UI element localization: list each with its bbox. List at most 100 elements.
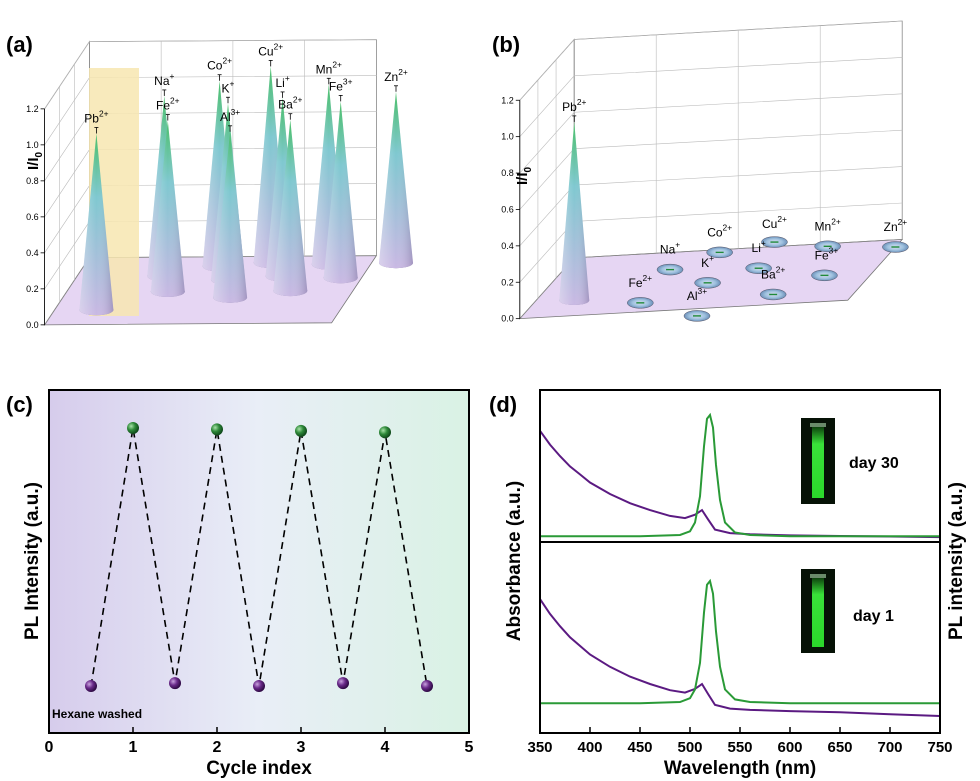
plot-frame-c <box>48 389 470 734</box>
x-tick-label: 5 <box>465 739 474 756</box>
panel-c: (c) 0 1 2 3 4 5 Hexane washed Cycle index PL … <box>6 389 474 779</box>
y-axis-label-b: I/I0 <box>514 166 534 185</box>
y-axis-label-right-d: PL intensity (a.u.) <box>946 482 967 640</box>
label-cone-lip: Li+ <box>275 73 289 90</box>
y-tick-label: 0.0 <box>501 314 514 324</box>
x-tick-label: 3 <box>297 739 306 756</box>
y-axis-label-left-d: Absorbance (a.u.) <box>504 481 525 641</box>
y-ticks-b: 0.0 0.2 0.4 0.6 0.8 1.0 1.2 <box>501 95 521 324</box>
cuvette-photo-day30 <box>801 418 835 504</box>
label-cone-co2p: Co2+ <box>207 56 232 73</box>
cone-al3p-shade <box>213 131 248 303</box>
x-axis-label-c: Cycle index <box>206 758 312 779</box>
x-tick-label: 700 <box>877 739 902 756</box>
spectra-d <box>539 412 941 717</box>
x-tick-label: 750 <box>927 739 952 756</box>
x-ticks-d: 350 400 450 500 550 600 650 700 750 <box>527 727 953 756</box>
panel-label-d: (d) <box>489 392 517 417</box>
pl-line-0 <box>540 412 940 538</box>
point-restored-3 <box>211 423 223 436</box>
cuvette-photo-day1 <box>801 569 835 653</box>
point-restored-1 <box>127 422 139 434</box>
label-cone-ba2p: Ba2+ <box>761 264 785 281</box>
label-cone-zn2p: Zn2+ <box>884 217 908 234</box>
panel-label-a: (a) <box>6 32 33 57</box>
y-tick-label: 0.6 <box>26 212 39 222</box>
label-cone-nap: Na+ <box>660 240 680 257</box>
cone-fe2p-shade <box>150 120 185 298</box>
label-cone-fe2p: Fe2+ <box>156 96 180 113</box>
label-day30: day 30 <box>849 455 899 472</box>
y-tick-label: 0.4 <box>501 241 514 251</box>
label-cone-mn2p: Mn2+ <box>815 216 841 233</box>
x-tick-label: 450 <box>627 739 652 756</box>
cone-pb2p-shade <box>79 133 114 316</box>
y-tick-label: 0.2 <box>501 277 514 287</box>
cone-fe3p-shade <box>323 101 358 284</box>
label-cone-fe3p: Fe3+ <box>329 76 353 93</box>
cone-zn2p-shade <box>379 91 413 269</box>
gridline <box>519 20 903 101</box>
point-restored-7 <box>379 426 391 439</box>
x-tick-label: 400 <box>577 739 602 756</box>
cone-pb2p-shade <box>559 121 590 306</box>
x-tick-label: 500 <box>677 739 702 756</box>
y-tick-label: 1.0 <box>501 132 514 142</box>
label-cone-pb2p: Pb2+ <box>84 108 108 125</box>
y-tick-label: 0.0 <box>26 320 39 330</box>
label-cone-al3p: Al3+ <box>687 286 707 303</box>
label-cone-mn2p: Mn2+ <box>316 59 342 76</box>
y-tick-label: 0.2 <box>26 284 39 294</box>
panel-a: (a) 0.0 0.2 0.4 0.6 0.8 1.0 1.2 I/I0 Cu2+ Zn2+ M… <box>6 32 413 330</box>
x-tick-label: 600 <box>777 739 802 756</box>
point-washed-6 <box>337 677 349 690</box>
x-tick-label: 350 <box>527 739 552 756</box>
label-day1: day 1 <box>853 608 894 625</box>
x-tick-label: 1 <box>129 739 138 756</box>
plot-area-c <box>49 390 469 733</box>
panel-d: (d) 350 400 450 500 550 600 650 700 750 day 30 d… <box>489 389 967 779</box>
y-tick-label: 0.6 <box>501 204 514 214</box>
point-washed-0 <box>85 680 97 692</box>
label-cone-pb2p: Pb2+ <box>562 97 586 114</box>
cones-b: Cu2+ Co2+ Mn2+ Zn2+ Na+ Li+ Fe3+ K+ Pb2+ Ba2+ Fe2+… <box>559 97 909 322</box>
x-tick-label: 2 <box>213 739 222 756</box>
point-washed-4 <box>253 680 265 692</box>
panel-b: (b) 0.0 0.2 0.4 0.6 0.8 1.0 1.2 I/I0 Cu2+ Co2+ M… <box>492 20 909 324</box>
y-tick-label: 1.2 <box>26 104 39 114</box>
x-ticks-c: 0 1 2 3 4 5 <box>45 727 474 756</box>
label-cone-zn2p: Zn2+ <box>384 67 408 84</box>
cone-ba2p-shade <box>273 119 308 297</box>
label-cone-ba2p: Ba2+ <box>278 95 302 112</box>
y-ticks-a: 0.0 0.2 0.4 0.6 0.8 1.0 1.2 <box>26 104 45 330</box>
x-axis-label-d: Wavelength (nm) <box>664 758 816 779</box>
absorbance-line-1 <box>539 598 941 717</box>
point-restored-5 <box>295 424 307 437</box>
plot-area-d <box>540 390 940 733</box>
label-cone-lip: Li+ <box>752 238 766 255</box>
y-tick-label: 1.0 <box>26 140 39 150</box>
annotation-hexane: Hexane washed <box>52 707 142 721</box>
label-cone-co2p: Co2+ <box>707 222 732 239</box>
x-tick-label: 4 <box>381 739 390 756</box>
y-tick-label: 0.4 <box>26 248 39 258</box>
label-cone-al3p: Al3+ <box>220 107 240 124</box>
y-tick-label: 0.8 <box>501 168 514 178</box>
label-cone-cu2p: Cu2+ <box>762 214 787 231</box>
label-cone-kp: K+ <box>222 78 235 95</box>
point-washed-2 <box>169 677 181 690</box>
x-tick-label: 0 <box>45 739 54 756</box>
label-cone-fe3p: Fe3+ <box>815 245 839 262</box>
points-c <box>85 422 433 692</box>
y-tick-label: 1.2 <box>501 95 514 105</box>
x-tick-label: 550 <box>727 739 752 756</box>
pl-line-1 <box>540 578 940 705</box>
label-cone-fe2p: Fe2+ <box>629 273 653 290</box>
y-axis-label-a: I/I0 <box>25 151 45 170</box>
label-cone-kp: K+ <box>701 253 714 270</box>
panel-label-c: (c) <box>6 392 33 417</box>
y-tick-label: 0.8 <box>26 176 39 186</box>
point-washed-8 <box>421 680 433 692</box>
label-cone-cu2p: Cu2+ <box>258 41 283 58</box>
